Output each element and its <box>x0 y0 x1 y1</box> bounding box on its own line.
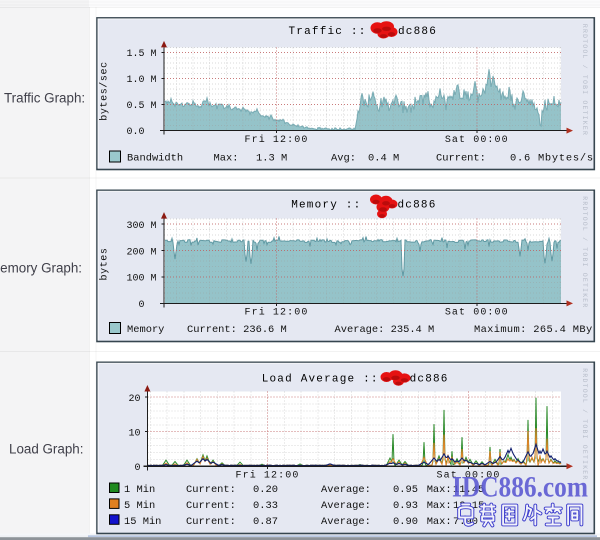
svg-text:RRDTOOL / TOBI OETIKER: RRDTOOL / TOBI OETIKER <box>581 368 588 480</box>
svg-text:300 M: 300 M <box>126 221 156 232</box>
svg-text:Sat 00:00: Sat 00:00 <box>437 470 501 481</box>
svg-text:0.0: 0.0 <box>126 127 144 138</box>
svg-text:Current:: Current: <box>186 516 236 528</box>
svg-text:Load Average ::: Load Average :: <box>262 373 379 385</box>
svg-text:5 Min: 5 Min <box>124 500 155 512</box>
svg-text:dc886: dc886 <box>398 26 437 38</box>
svg-text:10: 10 <box>128 428 140 439</box>
svg-text:0.20: 0.20 <box>253 484 278 496</box>
svg-text:Maximum: 265.4 MByt: Maximum: 265.4 MByt <box>474 324 599 336</box>
svg-text:IDC886.com: IDC886.com <box>452 471 588 504</box>
svg-text:Max:: Max: <box>427 484 452 496</box>
svg-text:0.93: 0.93 <box>393 500 418 512</box>
svg-text:0: 0 <box>138 300 144 311</box>
svg-text:100 M: 100 M <box>126 274 156 285</box>
svg-text:Fri 12:00: Fri 12:00 <box>245 307 309 319</box>
svg-text:Max:: Max: <box>214 152 239 164</box>
svg-text:Current:: Current: <box>436 152 486 164</box>
svg-text:Average: 235.4 M: Average: 235.4 M <box>335 324 435 336</box>
svg-text:200 M: 200 M <box>126 247 156 258</box>
svg-text:Sat 00:00: Sat 00:00 <box>445 308 509 319</box>
svg-text:Memory: Memory <box>127 324 164 336</box>
svg-text:Fri 12:00: Fri 12:00 <box>245 134 309 146</box>
svg-text:Max:: Max: <box>427 516 452 528</box>
svg-text:Traffic ::: Traffic :: <box>289 26 367 38</box>
svg-text:Average:: Average: <box>321 516 371 528</box>
svg-text:15 Min: 15 Min <box>124 516 161 528</box>
svg-text:Fri 12:00: Fri 12:00 <box>236 469 300 481</box>
svg-text:1.3 M: 1.3 M <box>256 152 287 164</box>
svg-text:0.4 M: 0.4 M <box>368 152 399 164</box>
svg-text:0.95: 0.95 <box>393 484 418 496</box>
svg-text:Bandwidth: Bandwidth <box>127 152 183 164</box>
svg-text:Current:: Current: <box>186 500 236 512</box>
svg-text:RRDTOOL / TOBI OETIKER: RRDTOOL / TOBI OETIKER <box>581 196 588 308</box>
svg-text:RRDTOOL / TOBI OETIKER: RRDTOOL / TOBI OETIKER <box>581 24 588 136</box>
svg-text:Avg:: Avg: <box>331 152 356 164</box>
svg-text:11.45: 11.45 <box>453 484 484 496</box>
svg-text:dc886: dc886 <box>398 199 437 211</box>
svg-text:0.90: 0.90 <box>393 516 418 528</box>
svg-text:Average:: Average: <box>321 484 371 496</box>
svg-text:1 Min: 1 Min <box>124 484 155 496</box>
svg-text:0.5 M: 0.5 M <box>126 101 156 112</box>
svg-text:bytes/sec: bytes/sec <box>99 61 111 120</box>
svg-text:Current: 236.6 M: Current: 236.6 M <box>187 324 287 336</box>
svg-text:1.5 M: 1.5 M <box>126 49 156 60</box>
svg-text:20: 20 <box>128 394 140 405</box>
svg-text:Traffic Graph:: Traffic Graph: <box>4 90 85 105</box>
svg-text:Max:: Max: <box>427 500 452 512</box>
svg-text:Memory ::: Memory :: <box>291 199 361 211</box>
svg-text:0: 0 <box>134 463 140 474</box>
svg-text:1.0 M: 1.0 M <box>126 75 156 86</box>
svg-text:0.87: 0.87 <box>253 516 278 528</box>
svg-text:Memory Graph:: Memory Graph: <box>0 260 82 275</box>
svg-text:Sat 00:00: Sat 00:00 <box>445 135 509 146</box>
svg-text:0.33: 0.33 <box>253 500 278 512</box>
svg-text:Current:: Current: <box>186 484 236 496</box>
svg-text:Load Graph:: Load Graph: <box>9 441 83 456</box>
svg-text:bytes: bytes <box>99 247 111 280</box>
svg-text:Average:: Average: <box>321 500 371 512</box>
svg-text:dc886: dc886 <box>410 373 449 385</box>
svg-text:0.6 Mbytes/s: 0.6 Mbytes/s <box>510 152 594 164</box>
